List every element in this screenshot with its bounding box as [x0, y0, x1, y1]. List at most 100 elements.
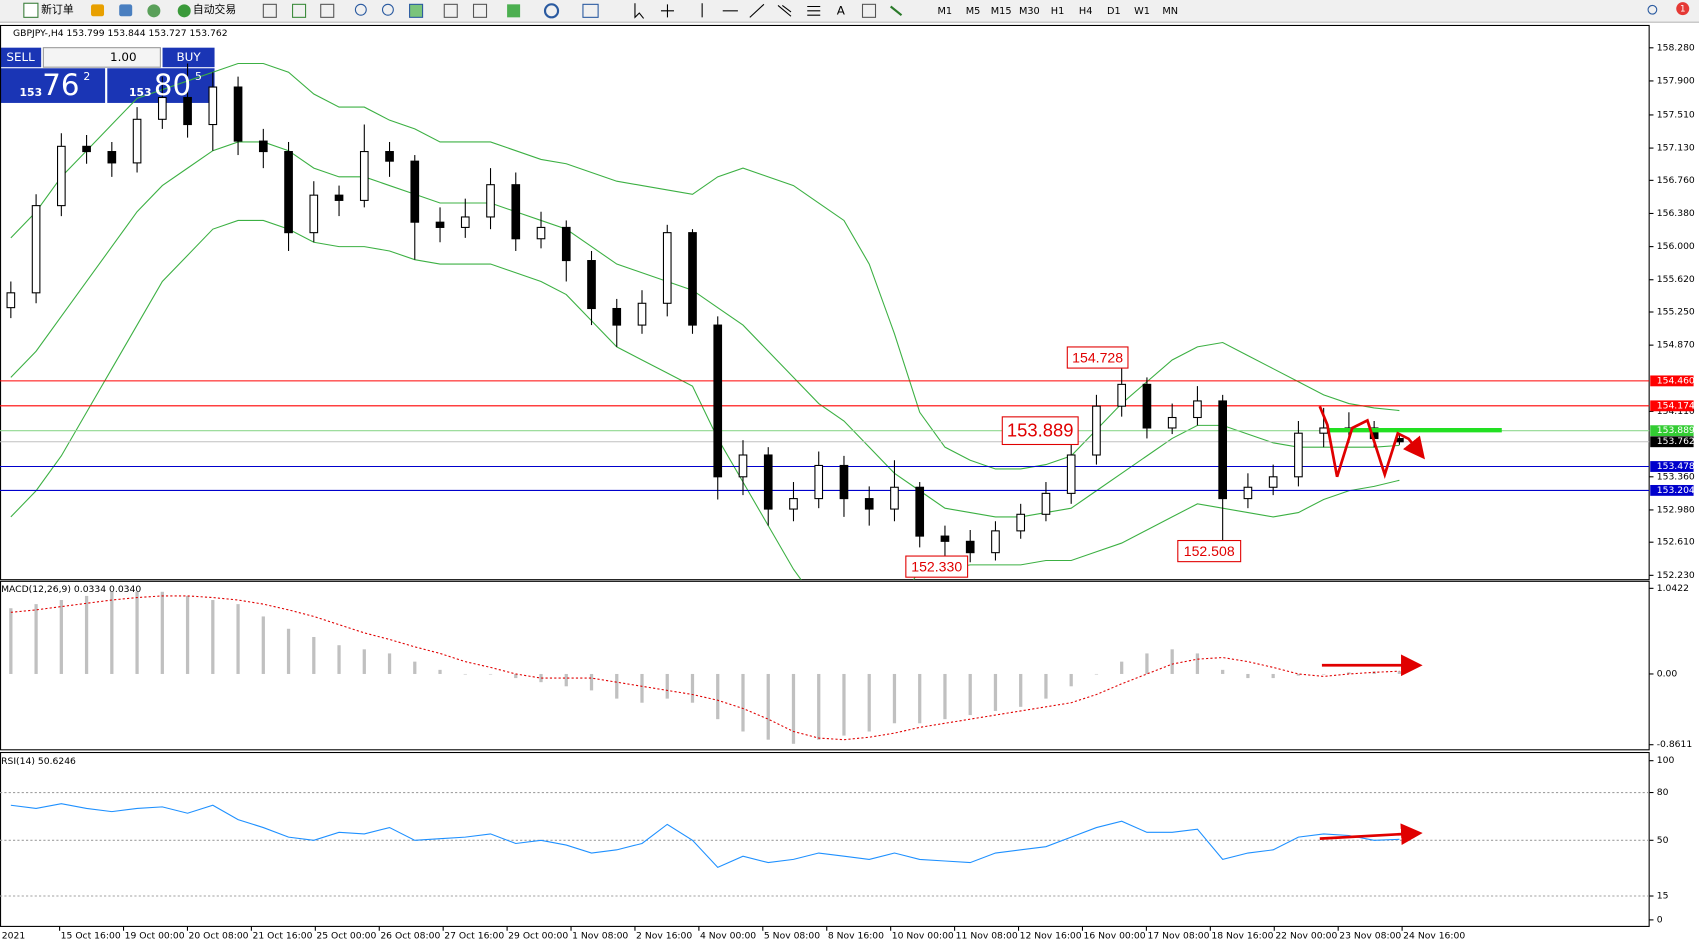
y-tick-label: 156.760 — [1657, 175, 1695, 186]
timeframe-button[interactable]: M1 — [938, 6, 953, 17]
search-icon[interactable] — [1647, 4, 1658, 15]
timeframe-button[interactable]: D1 — [1107, 6, 1121, 17]
timeframe-button[interactable]: H4 — [1079, 6, 1093, 17]
level-label: 154.460 — [1657, 375, 1695, 386]
icon[interactable] — [262, 3, 277, 18]
macd-bar — [766, 673, 770, 740]
label-icon[interactable] — [861, 3, 877, 18]
notification-badge[interactable] — [1676, 2, 1690, 16]
macd-bar — [968, 673, 972, 716]
zoom-in[interactable] — [354, 3, 367, 16]
auto-trading-icon[interactable] — [177, 4, 191, 18]
macd-header: MACD(12,26,9) 0.0334 0.0340 — [1, 584, 141, 595]
timeframe-button[interactable]: M5 — [966, 6, 981, 17]
trendline-icon[interactable] — [749, 3, 765, 18]
zoom-out[interactable] — [381, 3, 394, 16]
text-icon[interactable]: A — [837, 3, 846, 17]
candle-body — [1092, 405, 1101, 456]
sell-big: 153 — [20, 86, 43, 99]
timeframe-button[interactable]: MN — [1162, 6, 1178, 17]
macd-bar — [160, 591, 164, 674]
fibo-icon[interactable] — [807, 5, 821, 16]
icon[interactable] — [91, 4, 105, 17]
level-tag — [1650, 484, 1694, 496]
channel-icon[interactable] — [777, 4, 792, 17]
candle-body — [662, 232, 672, 304]
candle-body — [6, 292, 16, 309]
icon[interactable] — [292, 3, 307, 18]
toolbar — [0, 0, 1699, 22]
y-tick-label: 156.000 — [1657, 241, 1695, 252]
macd-bar — [539, 673, 543, 683]
y-tick-label: 157.510 — [1657, 109, 1695, 120]
candle-body — [789, 498, 798, 510]
crosshair-icon[interactable] — [660, 4, 674, 18]
toolbar-label[interactable]: 新订单 — [41, 2, 74, 16]
x-tick-label: 5 Nov 08:00 — [764, 931, 820, 942]
candle-body — [1218, 400, 1228, 500]
macd-bar — [943, 673, 947, 720]
main-pane — [0, 24, 1650, 581]
arrow-icon[interactable] — [889, 5, 903, 17]
macd-bar — [84, 595, 89, 674]
candle-body — [1294, 432, 1303, 478]
macd-bar — [488, 673, 493, 675]
candle-body — [587, 260, 596, 310]
candle-body — [31, 205, 41, 294]
candle-body — [763, 454, 773, 510]
candle-body — [385, 151, 394, 162]
candle-body — [864, 498, 874, 510]
toolbar-label[interactable]: 自动交易 — [193, 2, 236, 16]
macd-bar — [1019, 673, 1023, 707]
macd-bar — [665, 673, 669, 699]
icon[interactable] — [543, 3, 560, 19]
icon[interactable] — [320, 3, 335, 18]
x-tick-label: 23 Nov 08:00 — [1339, 931, 1401, 942]
price-annotation-box — [1177, 539, 1242, 563]
timeframe-button[interactable]: M30 — [1019, 6, 1040, 17]
candle-body — [1117, 383, 1127, 407]
candle-body — [814, 464, 824, 500]
sell-label: SELL — [6, 50, 35, 64]
candle-body — [359, 151, 369, 201]
rsi-pane — [0, 751, 1650, 927]
x-tick-label: 4 Nov 00:00 — [700, 931, 756, 942]
timeframe-button[interactable]: H1 — [1051, 6, 1065, 17]
price-annotation: 153.889 — [1007, 420, 1074, 441]
icon[interactable] — [443, 3, 458, 18]
sell-main: 76 — [42, 68, 79, 102]
candle-body — [839, 464, 849, 500]
icon[interactable] — [472, 3, 488, 18]
icon[interactable] — [409, 3, 424, 18]
macd-bar — [438, 669, 442, 674]
buy-button[interactable] — [162, 47, 215, 68]
timeframe-button[interactable]: W1 — [1134, 6, 1150, 17]
candle-body — [334, 194, 344, 201]
candle-body — [561, 226, 571, 262]
timeframe-button[interactable]: M15 — [991, 6, 1012, 17]
candle-body — [1193, 400, 1202, 419]
y-tick-label: 157.900 — [1657, 75, 1695, 86]
lot-input[interactable] — [42, 47, 161, 68]
bollinger-upper — [10, 62, 1400, 470]
icon[interactable] — [507, 4, 521, 18]
candle-body — [82, 145, 91, 153]
candle-body — [1066, 454, 1076, 494]
new-order-icon[interactable] — [23, 2, 39, 18]
icon[interactable] — [582, 3, 599, 18]
x-tick-label: 26 Oct 08:00 — [380, 931, 440, 942]
x-tick-label: 29 Oct 00:00 — [508, 931, 568, 942]
icon[interactable] — [119, 4, 133, 17]
macd-bar — [993, 673, 998, 711]
sell-price[interactable] — [0, 68, 106, 103]
macd-bar — [236, 604, 240, 674]
y-tick-label: 155.250 — [1657, 307, 1695, 318]
icon[interactable] — [147, 4, 161, 18]
macd-bar — [413, 661, 417, 674]
buy-small: 5 — [195, 70, 202, 83]
sell-button[interactable] — [0, 47, 42, 68]
cursor-icon[interactable] — [634, 3, 645, 19]
macd-bar — [185, 595, 190, 674]
